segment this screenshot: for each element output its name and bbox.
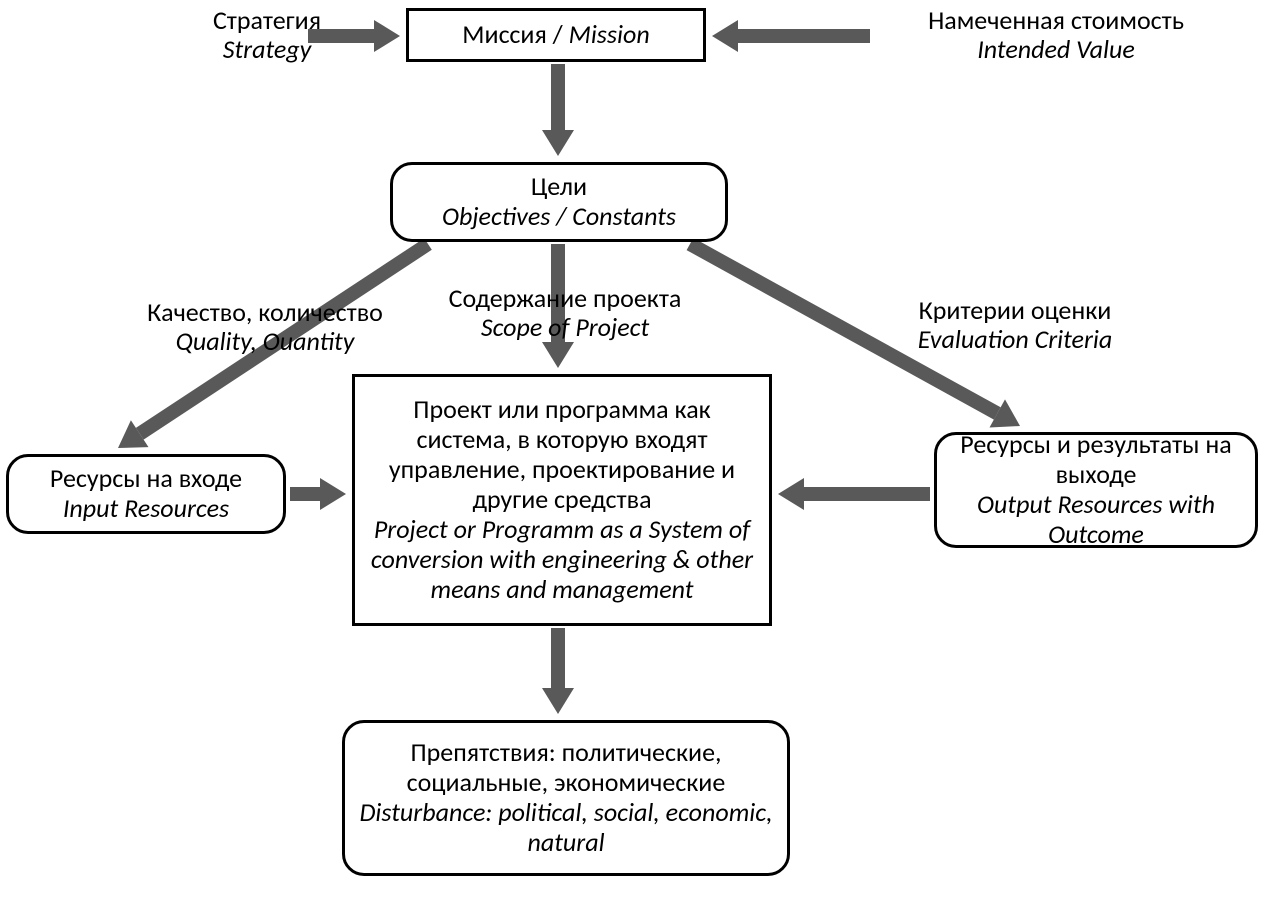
label-strategy-en: Strategy	[162, 35, 372, 64]
arrowhead-icon	[320, 478, 346, 510]
label-strategy: Стратегия Strategy	[162, 6, 372, 63]
node-project-ru: Проект или программа как система, в кото…	[365, 395, 759, 515]
label-strategy-ru: Стратегия	[162, 6, 372, 35]
arrowhead-icon	[542, 342, 574, 368]
node-input: Ресурсы на входе Input Resources	[6, 454, 286, 534]
diagram-stage: Стратегия Strategy Намеченная стоимость …	[0, 0, 1273, 903]
node-mission-en: Mission	[569, 18, 650, 50]
arrowhead-icon	[990, 399, 1021, 427]
label-criteria: Критерии оценки Evaluation Criteria	[870, 296, 1160, 353]
node-project-en: Project or Programm as a System of conve…	[365, 515, 759, 605]
arrow-shaft	[551, 64, 565, 130]
arrow-shaft	[804, 487, 930, 501]
label-criteria-ru: Критерии оценки	[870, 296, 1160, 325]
label-quality-en: Quality, Ouantity	[110, 327, 420, 356]
arrowhead-icon	[118, 420, 149, 448]
arrowhead-icon	[712, 20, 738, 52]
arrow-shaft	[738, 29, 870, 43]
node-objectives-ru: Цели	[531, 172, 587, 202]
node-output: Ресурсы и результаты на выходе Output Re…	[934, 432, 1258, 548]
label-intended-ru: Намеченная стоимость	[876, 6, 1236, 35]
label-intended-en: Intended Value	[876, 35, 1236, 64]
node-disturb: Препятствия: политические, социальные, э…	[342, 720, 790, 876]
node-project: Проект или программа как система, в кото…	[352, 374, 772, 626]
arrow-shaft	[551, 628, 565, 688]
arrowhead-icon	[374, 20, 400, 52]
node-objectives: Цели Objectives / Constants	[390, 162, 728, 242]
label-scope-en: Scope of Project	[420, 313, 710, 342]
node-input-ru: Ресурсы на входе	[50, 464, 242, 494]
label-scope: Содержание проекта Scope of Project	[420, 284, 710, 341]
arrowhead-icon	[778, 478, 804, 510]
node-disturb-en: Disturbance: political, social, economic…	[355, 798, 777, 858]
node-output-ru: Ресурсы и результаты на выходе	[947, 430, 1245, 490]
node-objectives-en: Objectives / Constants	[442, 202, 676, 232]
label-scope-ru: Содержание проекта	[420, 284, 710, 313]
node-input-en: Input Resources	[63, 494, 229, 524]
label-intended: Намеченная стоимость Intended Value	[876, 6, 1236, 63]
label-quality: Качество, количество Quality, Ouantity	[110, 298, 420, 355]
node-disturb-ru: Препятствия: политические, социальные, э…	[355, 738, 777, 798]
arrow-shaft	[290, 487, 320, 501]
arrowhead-icon	[542, 688, 574, 714]
arrowhead-icon	[542, 130, 574, 156]
node-mission-ru: Миссия /	[462, 18, 568, 50]
node-mission: Миссия / Mission	[406, 8, 706, 62]
label-quality-ru: Качество, количество	[110, 298, 420, 327]
node-output-en: Output Resources with Outcome	[947, 490, 1245, 550]
label-criteria-en: Evaluation Criteria	[870, 325, 1160, 354]
